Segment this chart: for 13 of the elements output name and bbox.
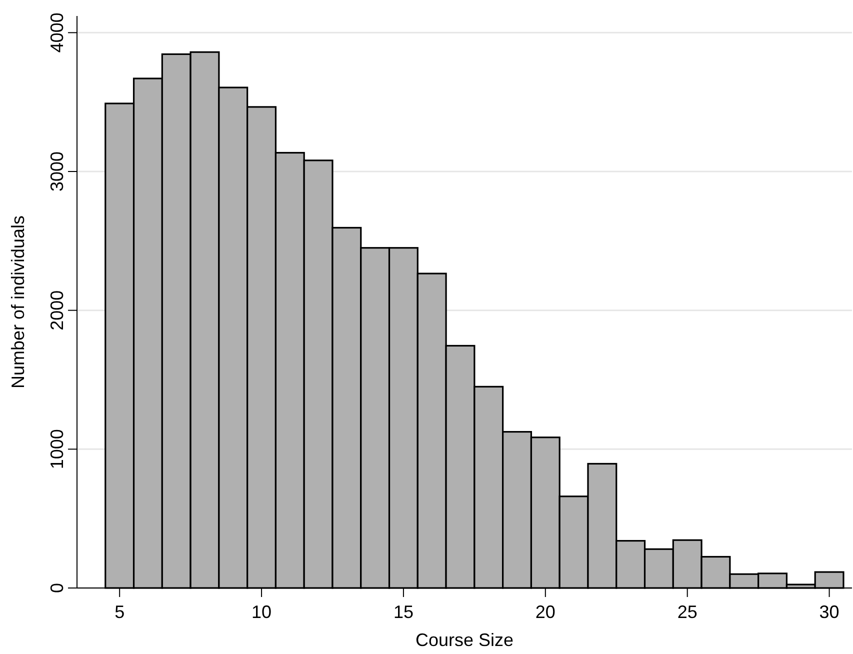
x-tick-label: 10 <box>252 602 272 622</box>
x-tick-label: 30 <box>819 602 840 622</box>
y-tick-label: 4000 <box>47 12 67 53</box>
x-tick-label: 20 <box>535 602 556 622</box>
y-tick-label: 2000 <box>47 290 67 330</box>
x-axis-title: Course Size <box>415 630 514 650</box>
y-tick-label: 3000 <box>47 151 67 192</box>
y-tick-label: 1000 <box>47 429 67 470</box>
y-axis-title: Number of individuals <box>8 215 28 389</box>
x-tick-label: 25 <box>677 602 698 622</box>
y-tick-label: 0 <box>47 582 67 594</box>
x-tick-label: 15 <box>393 602 414 622</box>
x-tick-label: 5 <box>114 602 125 622</box>
